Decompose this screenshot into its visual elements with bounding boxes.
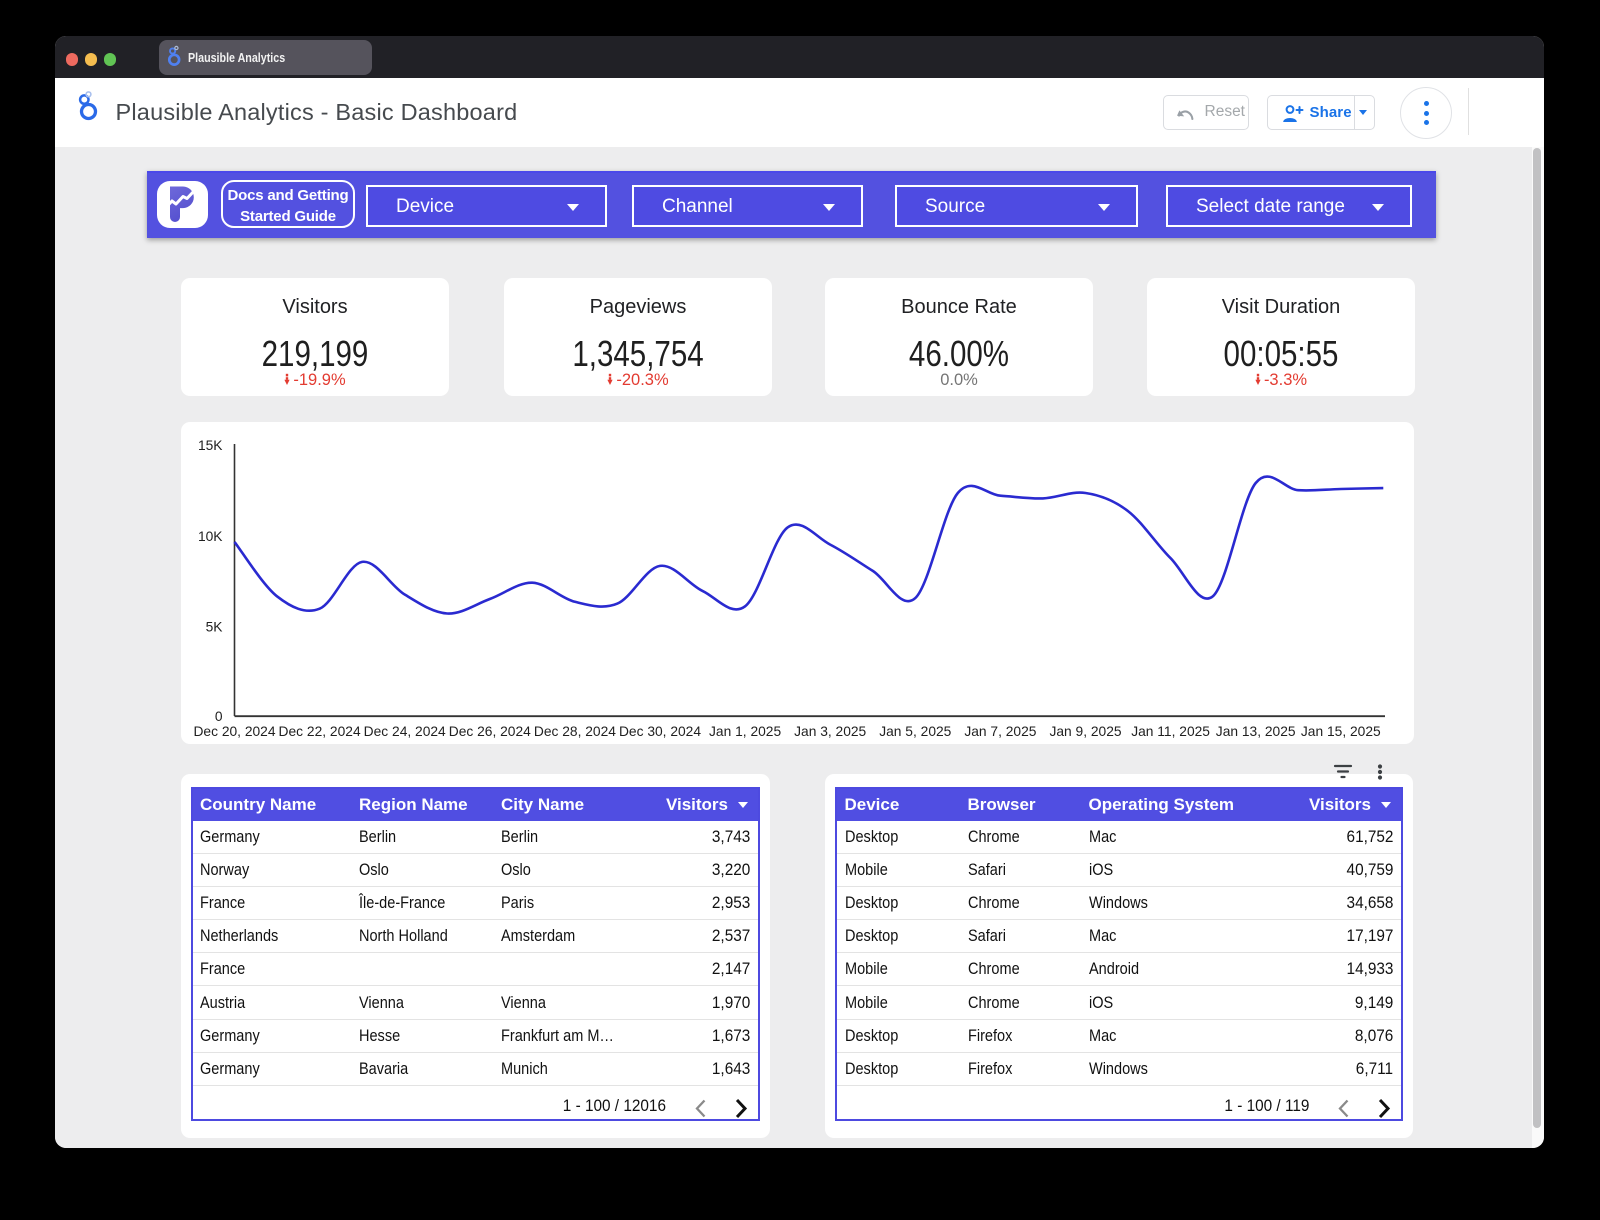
- svg-text:Jan 3, 2025: Jan 3, 2025: [794, 724, 866, 739]
- svg-text:5K: 5K: [205, 620, 223, 635]
- svg-text:Jan 9, 2025: Jan 9, 2025: [1049, 724, 1121, 739]
- svg-text:15K: 15K: [197, 438, 222, 453]
- svg-text:Dec 22, 2024: Dec 22, 2024: [278, 724, 360, 739]
- svg-text:Jan 5, 2025: Jan 5, 2025: [879, 724, 951, 739]
- svg-text:Dec 28, 2024: Dec 28, 2024: [533, 724, 615, 739]
- svg-text:Jan 15, 2025: Jan 15, 2025: [1300, 724, 1380, 739]
- svg-text:Jan 13, 2025: Jan 13, 2025: [1215, 724, 1295, 739]
- svg-text:Jan 1, 2025: Jan 1, 2025: [709, 724, 781, 739]
- svg-text:Jan 7, 2025: Jan 7, 2025: [964, 724, 1036, 739]
- svg-text:Dec 24, 2024: Dec 24, 2024: [363, 724, 445, 739]
- svg-text:0: 0: [214, 709, 222, 724]
- svg-text:Dec 26, 2024: Dec 26, 2024: [448, 724, 530, 739]
- svg-text:Dec 30, 2024: Dec 30, 2024: [618, 724, 700, 739]
- svg-text:Dec 20, 2024: Dec 20, 2024: [193, 724, 275, 739]
- svg-text:10K: 10K: [197, 529, 222, 544]
- svg-text:Jan 11, 2025: Jan 11, 2025: [1131, 724, 1210, 739]
